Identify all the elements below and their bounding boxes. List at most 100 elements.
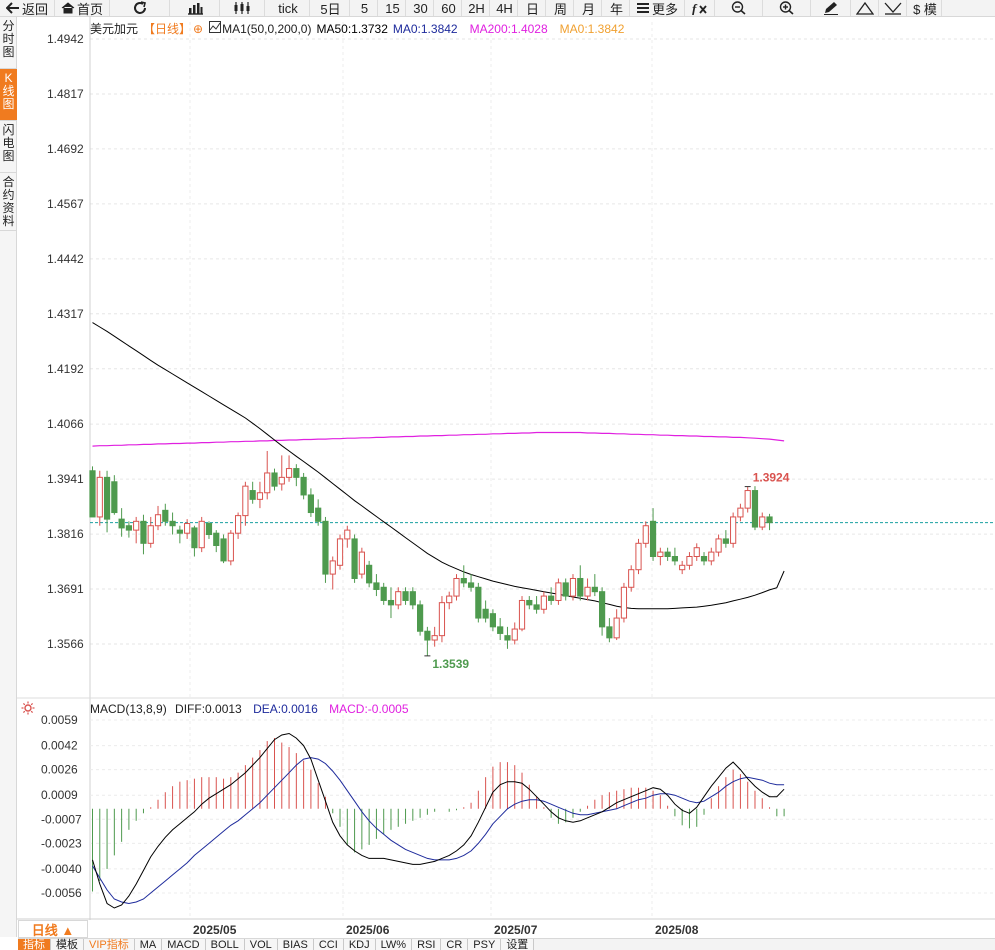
indicator-tab-9[interactable]: KDJ: [343, 939, 376, 950]
candle[interactable]: [679, 560, 686, 575]
chart-mini-icon[interactable]: [209, 21, 222, 36]
candle[interactable]: [686, 552, 693, 570]
candle[interactable]: [395, 587, 402, 610]
candle[interactable]: [125, 521, 133, 538]
period-select-button[interactable]: 日线 ▲: [18, 920, 88, 938]
triangle-up-button[interactable]: [851, 0, 879, 16]
toolbar-button-6[interactable]: 5日: [310, 0, 350, 16]
toolbar-button-16[interactable]: 年: [602, 0, 630, 16]
indicator-tab-10[interactable]: LW%: [375, 939, 413, 950]
candle[interactable]: [351, 534, 358, 583]
candle[interactable]: [460, 565, 467, 588]
candle[interactable]: [664, 547, 671, 561]
candle[interactable]: [366, 560, 373, 588]
candle[interactable]: [584, 578, 591, 601]
candle[interactable]: [191, 525, 198, 557]
function-button[interactable]: f: [685, 0, 715, 16]
candle[interactable]: [475, 582, 482, 623]
candle[interactable]: [533, 596, 540, 614]
candle[interactable]: [147, 516, 154, 548]
side-tab-0[interactable]: 分时图: [0, 17, 17, 69]
candle[interactable]: [467, 574, 475, 592]
candle[interactable]: [606, 618, 613, 643]
toolbar-button-10[interactable]: 60: [434, 0, 462, 16]
toolbar-button-8[interactable]: 15: [378, 0, 406, 16]
toolbar-button-15[interactable]: 月: [574, 0, 602, 16]
candle[interactable]: [278, 455, 285, 491]
candle[interactable]: [213, 530, 220, 553]
candle[interactable]: [220, 534, 227, 564]
chevron-down-button[interactable]: [879, 0, 907, 16]
toolbar-button-17[interactable]: 更多: [630, 0, 685, 16]
candle[interactable]: [227, 530, 234, 566]
candle[interactable]: [103, 470, 111, 533]
candle[interactable]: [154, 505, 162, 531]
candle[interactable]: [708, 547, 715, 566]
toolbar-button-12[interactable]: 4H: [490, 0, 518, 16]
zoom-in-button[interactable]: [763, 0, 811, 16]
candle[interactable]: [373, 574, 380, 597]
candle[interactable]: [700, 552, 708, 566]
toolbar-button-13[interactable]: 日: [518, 0, 546, 16]
candle[interactable]: [387, 587, 395, 619]
indicator-tab-8[interactable]: CCI: [313, 939, 344, 950]
indicator-tab-6[interactable]: VOL: [244, 939, 278, 950]
candle[interactable]: [133, 516, 140, 544]
candle[interactable]: [737, 503, 744, 522]
candle[interactable]: [497, 618, 504, 641]
legend-period[interactable]: 【日线】: [143, 22, 192, 36]
indicator-tab-14[interactable]: 设置: [501, 939, 535, 950]
indicator-tab-1[interactable]: 模板: [51, 939, 84, 950]
candle[interactable]: [198, 516, 205, 553]
indicator-tab-12[interactable]: CR: [441, 939, 469, 950]
candle[interactable]: [569, 574, 577, 601]
candle[interactable]: [322, 516, 329, 583]
candle[interactable]: [285, 455, 293, 482]
candle[interactable]: [693, 543, 700, 561]
indicator-tab-3[interactable]: MA: [134, 939, 163, 950]
indicator-tab-5[interactable]: BOLL: [205, 939, 245, 950]
candle[interactable]: [511, 622, 518, 645]
indicator-tab-2[interactable]: VIP指标: [84, 939, 135, 950]
macd-settings-icon[interactable]: [21, 701, 35, 715]
candle[interactable]: [111, 475, 118, 515]
candle[interactable]: [417, 600, 424, 636]
candle[interactable]: [249, 481, 256, 504]
toolbar-button-1[interactable]: 首页: [55, 0, 110, 16]
candle[interactable]: [293, 464, 300, 487]
candle[interactable]: [96, 470, 103, 526]
toolbar-button-0[interactable]: 返回: [0, 0, 55, 16]
candle[interactable]: [540, 591, 547, 614]
candle[interactable]: [657, 547, 664, 566]
candle[interactable]: [744, 486, 751, 513]
candle[interactable]: [599, 587, 606, 636]
candle[interactable]: [184, 519, 191, 539]
candle[interactable]: [766, 513, 773, 531]
candle[interactable]: [307, 488, 314, 517]
candle[interactable]: [402, 587, 409, 605]
candle[interactable]: [409, 587, 416, 610]
candle[interactable]: [591, 574, 598, 597]
candle[interactable]: [628, 565, 635, 592]
candle[interactable]: [169, 512, 176, 535]
candle[interactable]: [344, 525, 351, 548]
candle[interactable]: [89, 466, 96, 518]
indicator-tab-13[interactable]: PSY: [468, 939, 502, 950]
candle[interactable]: [118, 508, 125, 537]
candle[interactable]: [526, 596, 533, 610]
candle[interactable]: [722, 530, 729, 548]
candle[interactable]: [715, 534, 722, 557]
candle[interactable]: [613, 609, 620, 641]
zoom-out-button[interactable]: [715, 0, 763, 16]
candle[interactable]: [751, 486, 759, 531]
candle[interactable]: [336, 534, 344, 570]
candle[interactable]: [635, 538, 642, 575]
toolbar-button-24[interactable]: $ 模: [907, 0, 942, 16]
toolbar-button-7[interactable]: 5: [350, 0, 378, 16]
candle[interactable]: [162, 503, 169, 526]
candle[interactable]: [642, 521, 649, 548]
toolbar-button-5[interactable]: tick: [265, 0, 310, 16]
candle[interactable]: [620, 582, 628, 623]
toolbar-button-9[interactable]: 30: [406, 0, 434, 16]
